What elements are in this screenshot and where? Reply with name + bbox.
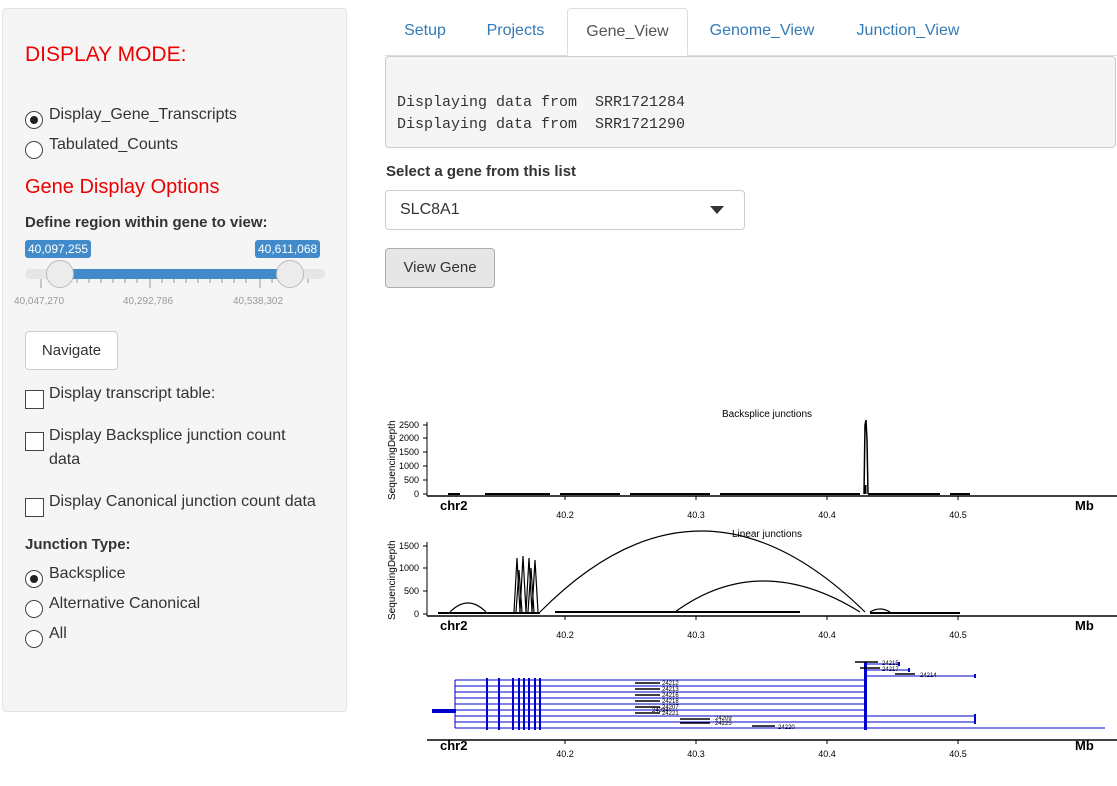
linear-unit-label: Mb (1075, 618, 1094, 633)
gene-select-dropdown[interactable]: SLC8A1 (385, 190, 745, 230)
checkbox-backsplice-count[interactable] (25, 432, 44, 451)
transcript-label: 24207 (662, 705, 679, 711)
backsplice-ytick: 1500 (399, 447, 419, 457)
slider-tick-label: 40,047,270 (14, 296, 65, 307)
linear-title: Linear junctions (732, 529, 802, 540)
linear-ytick: 0 (414, 609, 419, 619)
radio-tabulated-counts[interactable] (25, 141, 43, 159)
tab-gene-view[interactable]: Gene_View (567, 8, 688, 56)
region-label: Define region within gene to view: (25, 214, 268, 231)
navigate-button[interactable]: Navigate (25, 331, 118, 370)
slider-handle-min[interactable] (46, 260, 74, 288)
gene-select-value: SLC8A1 (400, 201, 460, 218)
backsplice-xtick: 40.2 (556, 510, 574, 520)
backsplice-title: Backsplice junctions (722, 409, 812, 420)
transcript-track (454, 663, 1105, 729)
transcript-label: 24215 (882, 661, 899, 667)
tab-setup[interactable]: Setup (404, 22, 446, 39)
transcript-label: 24224 (652, 708, 669, 714)
radio-backsplice[interactable] (25, 570, 43, 588)
radio-label-tabulated-counts: Tabulated_Counts (49, 136, 178, 153)
track-xtick: 40.5 (949, 749, 967, 759)
backsplice-xtick: 40.4 (818, 510, 836, 520)
gene-display-title: Gene Display Options (25, 176, 220, 198)
transcript-label: 24213 (662, 687, 679, 693)
checkbox-label-canonical-count: Display Canonical junction count data (49, 493, 316, 510)
tab-genome-view[interactable]: Genome_View (709, 22, 815, 39)
transcript-label: 24209 (715, 716, 732, 722)
linear-ytick: 1500 (399, 541, 419, 551)
transcript-label: 24216 (662, 693, 679, 699)
slider-range-bar (60, 269, 290, 279)
transcript-label: 24225 (715, 721, 732, 727)
checkbox-label-backsplice-count-cont: data (49, 451, 81, 468)
tab-projects[interactable]: Projects (486, 22, 545, 39)
console-line: Displaying data from SRR1721290 (397, 116, 686, 133)
transcript-arrows (635, 661, 915, 727)
slider-tick-label: 40,292,786 (123, 296, 174, 307)
linear-ytick: 1000 (399, 563, 419, 573)
backsplice-ytick: 500 (404, 475, 419, 485)
track-unit-label: Mb (1075, 738, 1094, 753)
slider-min-value: 40,097,255 (25, 240, 92, 258)
view-gene-button[interactable]: View Gene (385, 248, 495, 288)
radio-all[interactable] (25, 630, 43, 648)
backsplice-ytick: 2500 (399, 420, 419, 430)
linear-xtick: 40.3 (687, 630, 705, 640)
gene-plot: Backsplice junctions SequencingDepth 250… (387, 409, 1117, 759)
radio-label-alternative-canonical: Alternative Canonical (49, 595, 201, 612)
backsplice-xtick: 40.3 (687, 510, 705, 520)
radio-display-gene-transcripts[interactable] (25, 111, 43, 129)
tab-bar-border (385, 55, 1117, 56)
console-output: Displaying data from SRR1721284 Displayi… (385, 56, 1116, 148)
backsplice-xtick: 40.5 (949, 510, 967, 520)
backsplice-ytick: 1000 (399, 461, 419, 471)
linear-ytick: 500 (404, 586, 419, 596)
transcript-label: 24212 (662, 681, 679, 687)
backsplice-ytick: 0 (414, 489, 419, 499)
linear-xtick: 40.4 (818, 630, 836, 640)
track-xtick: 40.3 (687, 749, 705, 759)
backsplice-ytick: 2000 (399, 433, 419, 443)
transcript-label: 24218 (662, 699, 679, 705)
radio-label-all: All (49, 625, 67, 642)
transcript-label: 24214 (920, 673, 937, 679)
transcript-label: 24217 (882, 667, 899, 673)
backsplice-unit-label: Mb (1075, 498, 1094, 513)
transcript-label: 24220 (778, 725, 795, 731)
track-xtick: 40.4 (818, 749, 836, 759)
junction-type-label: Junction Type: (25, 536, 131, 553)
linear-xtick: 40.5 (949, 630, 967, 640)
backsplice-peak (863, 419, 869, 495)
radio-alternative-canonical[interactable] (25, 600, 43, 618)
track-chrom-label: chr2 (440, 738, 467, 753)
transcript-label: 24221 (662, 711, 679, 717)
backsplice-chrom-label: chr2 (440, 498, 467, 513)
slider-tick-label: 40,538,302 (233, 296, 284, 307)
tab-junction-view[interactable]: Junction_View (856, 22, 960, 39)
backsplice-ylabel: SequencingDepth (387, 420, 398, 500)
radio-label-backsplice: Backsplice (49, 565, 126, 582)
checkbox-canonical-count[interactable] (25, 498, 44, 517)
slider-max-value: 40,611,068 (255, 240, 321, 258)
caret-down-icon (710, 206, 724, 214)
gene-select-label: Select a gene from this list (386, 163, 577, 180)
linear-chrom-label: chr2 (440, 618, 467, 633)
track-xtick: 40.2 (556, 749, 574, 759)
linear-xtick: 40.2 (556, 630, 574, 640)
checkbox-label-transcript-table: Display transcript table: (49, 385, 216, 402)
checkbox-label-backsplice-count: Display Backsplice junction count (49, 427, 286, 444)
linear-ylabel: SequencingDepth (387, 540, 398, 620)
checkbox-transcript-table[interactable] (25, 390, 44, 409)
display-mode-title: DISPLAY MODE: (25, 43, 187, 66)
slider-handle-max[interactable] (276, 260, 304, 288)
radio-label-display-gene-transcripts: Display_Gene_Transcripts (49, 106, 237, 123)
console-line: Displaying data from SRR1721284 (397, 94, 686, 111)
